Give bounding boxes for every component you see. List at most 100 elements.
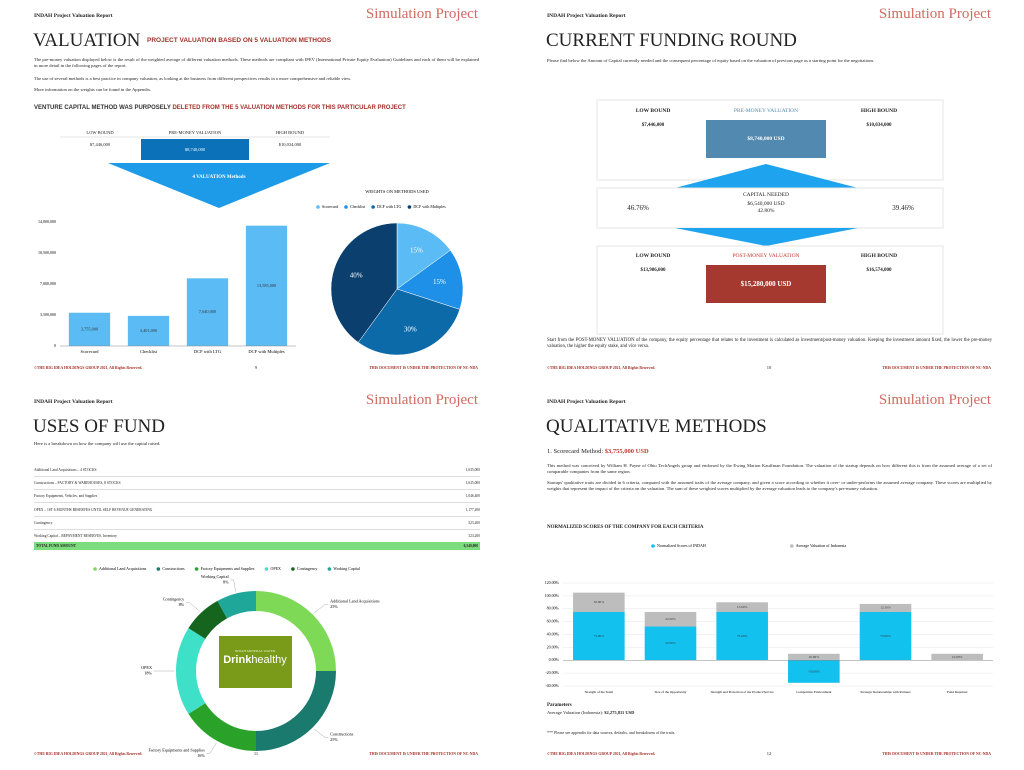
y-tick-label: 3,500,000 xyxy=(40,312,56,318)
footer-right: THIS DOCUMENT IS UNDER THE PROTECTION OF… xyxy=(882,366,991,370)
donut-slice xyxy=(188,600,228,639)
leader-line xyxy=(313,728,329,738)
slice-label: 8% xyxy=(223,579,229,584)
legend-label: Working Capital xyxy=(333,566,360,571)
bound-value: $10,034,000 xyxy=(866,123,892,128)
page-title: QUALITATIVE METHODS xyxy=(546,416,767,437)
note: *** Please see appendix for data sources… xyxy=(547,730,676,735)
row-label: Factory Equipments, Vehicles, and Suppli… xyxy=(34,494,98,499)
page: Normalized Scores of INDAH Average Valuat… xyxy=(513,386,1024,770)
pie-label: 30% xyxy=(404,325,417,333)
y-tick-label: 20.00% xyxy=(547,644,560,649)
row-amount: 1,046,400 xyxy=(465,494,480,499)
table-row xyxy=(34,477,480,491)
params-line: Average Valuation (Indonesia): $2,275,81… xyxy=(547,710,634,716)
x-tick-label: Strength of the Team xyxy=(585,690,614,694)
pie-slice xyxy=(396,222,451,290)
post-money-box xyxy=(706,265,826,303)
y-tick-label: 80.00% xyxy=(547,606,560,611)
page: Additional Land Acquisitions Construction… xyxy=(0,386,511,770)
legend-label: Additional Land Acquisitions xyxy=(99,566,147,571)
method-value: $3,755,000 USD xyxy=(604,448,649,455)
data-label: 13,585,000 xyxy=(257,283,276,289)
data-label: 75.00% xyxy=(880,634,891,638)
row-amount: 1,635,000 xyxy=(465,481,480,486)
legend-label: Average Valuation of Indonesia xyxy=(796,543,847,548)
data-label: 7,640,000 xyxy=(199,309,216,315)
bar xyxy=(68,312,111,346)
legend-marker xyxy=(291,567,295,571)
header-right: Simulation Project xyxy=(365,6,478,22)
footer-left: ©THE BIG IDEA HOLDINGS GROUP 2021, All R… xyxy=(547,366,656,370)
slice-category: Contingency xyxy=(163,596,185,601)
arrow-up xyxy=(675,164,858,188)
y-tick-label: -20.00% xyxy=(545,670,559,675)
data-label: 52.50% xyxy=(665,641,676,645)
bar xyxy=(245,225,288,346)
x-tick-label: Size of the Opportunity xyxy=(655,690,687,694)
row-amount: 1,635,000 xyxy=(465,468,480,472)
bar xyxy=(127,315,170,346)
legend-label: Constructions xyxy=(162,566,185,571)
paragraph: More information on the weights can be f… xyxy=(34,87,152,92)
bound-value: $13,986,000 xyxy=(640,268,666,273)
footer-left: ©THE BIG IDEA HOLDINGS GROUP 2021, All R… xyxy=(34,366,143,370)
table-header: PRE-MONEY VALUATION xyxy=(168,130,222,135)
bar-segment xyxy=(716,602,768,612)
page-title: USES OF FUND xyxy=(33,416,165,437)
x-tick-label: Fund Required xyxy=(947,690,968,694)
y-tick-label: 14,000,000 xyxy=(38,219,56,225)
legend-label: Checklist xyxy=(350,204,366,209)
data-label: 3,755,000 xyxy=(81,326,98,332)
footer-right: THIS DOCUMENT IS UNDER THE PROTECTION OF… xyxy=(369,366,478,370)
legend-marker xyxy=(651,544,655,548)
row-label: OPEX – 1ST 6 MONTHS RESERVES UNTIL SELF … xyxy=(34,507,153,512)
total-amount: 6,540,000 xyxy=(463,544,478,548)
page-canvas: Additional Land Acquisitions Construction… xyxy=(93,566,380,758)
row-label: Contingency xyxy=(34,520,53,525)
legend-label: Contingency xyxy=(297,566,317,571)
note-highlight: DELETED FROM THE 5 VALUATION METHODS FOR… xyxy=(172,105,406,111)
table-row xyxy=(34,504,480,517)
page-number: 11 xyxy=(253,751,259,756)
paragraph: Startups' qualitative traits are divided… xyxy=(547,480,992,491)
bar-segment xyxy=(716,611,768,661)
slice-label: 16% xyxy=(197,753,205,758)
leader-line xyxy=(186,602,200,612)
slice-label: 25% xyxy=(330,737,338,742)
slice-label: 18% xyxy=(144,670,152,675)
header-right: Simulation Project xyxy=(878,6,991,22)
data-label: 12.50% xyxy=(880,606,891,610)
y-tick-label: 0.00% xyxy=(549,657,560,662)
header-left: INDAH Project Valuation Report xyxy=(547,13,626,19)
valuation-value: $8,740,000 USD xyxy=(747,136,785,142)
method-line: 1. Scorecard Method: $3,755,000 USD xyxy=(547,448,649,456)
footer-left: ©THE BIG IDEA HOLDINGS GROUP 2021, All R… xyxy=(34,752,143,756)
x-tick-label: Scorecard xyxy=(81,349,100,354)
x-tick-label: DCF with LTG xyxy=(194,349,222,354)
bound-value: $16,574,000 xyxy=(866,268,892,273)
chart-title: NORMALIZED SCORES OF THE COMPANY FOR EAC… xyxy=(547,525,704,530)
legend-label: Factory Equipments and Supplies xyxy=(201,566,255,571)
header-right: Simulation Project xyxy=(365,392,478,408)
paragraph: Please find below the Amount of Capital … xyxy=(547,58,875,63)
paragraph: This method was conceived by William H. … xyxy=(547,463,992,474)
page-number: 9 xyxy=(254,365,258,370)
donut-slice xyxy=(256,671,336,751)
x-tick-label: Strategic Relationships with Partners xyxy=(860,690,911,694)
note: VENTURE CAPITAL METHOD WAS PURPOSELY DEL… xyxy=(34,105,406,113)
table-header: HIGH BOUND xyxy=(275,130,305,135)
data-label: 15.00% xyxy=(737,605,748,609)
legend-marker xyxy=(264,567,269,571)
params-value: $2,275,811 USD xyxy=(604,710,635,715)
page-canvas: 0 3,500,000 7,000,000 10,500,000 14,000,000 S… xyxy=(38,136,464,356)
bar-segment xyxy=(859,603,912,612)
header-right: Simulation Project xyxy=(878,392,991,408)
header-left: INDAH Project Valuation Report xyxy=(34,399,113,405)
slice-label: 8% xyxy=(179,602,185,607)
leader-line xyxy=(230,579,236,592)
equity-pct: 39.46% xyxy=(892,204,914,212)
capital-label: CAPITAL NEEDED xyxy=(743,192,789,198)
data-label: 3,401,000 xyxy=(140,328,157,334)
slice-category: Factory Equipments and Supplies xyxy=(148,747,205,752)
